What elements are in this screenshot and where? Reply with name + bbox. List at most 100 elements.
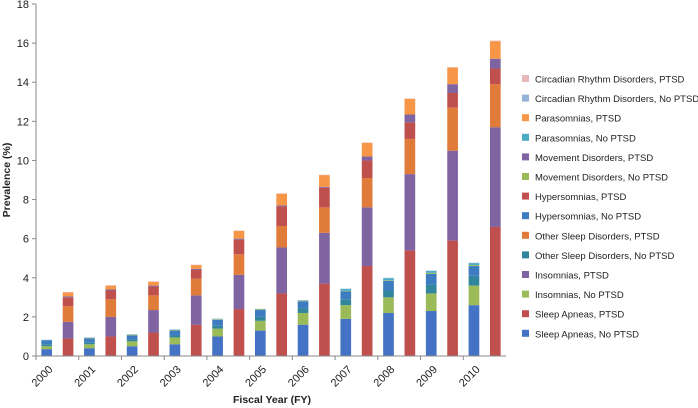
bar-segment	[190, 268, 202, 270]
bar-segment	[62, 292, 74, 297]
y-tick-label: 2	[23, 312, 29, 324]
bar-segment	[404, 138, 416, 175]
y-tick-label: 8	[23, 195, 29, 207]
legend-swatch	[522, 114, 529, 122]
bar-segment	[84, 348, 95, 356]
legend-label: Parasomnias, PTSD	[535, 114, 621, 125]
bar-segment	[425, 311, 437, 356]
bar-segment	[297, 312, 309, 325]
bar-segment	[254, 310, 266, 317]
bar-segment	[254, 309, 266, 311]
bar-segment	[126, 335, 138, 340]
y-tick-label: 18	[17, 0, 29, 11]
bar-segment	[276, 293, 288, 356]
bar-segment	[489, 41, 501, 59]
bar-segment	[489, 84, 501, 128]
legend-label: Movement Disorders, No PTSD	[535, 173, 668, 184]
bar-segment	[425, 272, 437, 274]
y-tick-label: 4	[23, 273, 29, 285]
bar-segment	[105, 285, 117, 290]
bar-segment	[190, 269, 202, 279]
bar-segment	[190, 295, 202, 325]
bar-segment	[169, 329, 181, 331]
bar-segment	[212, 319, 223, 320]
bar-segment	[361, 266, 373, 356]
bar-segment	[233, 239, 245, 255]
bar-segment	[383, 278, 394, 281]
bar-segment	[233, 238, 245, 240]
bar-segment	[447, 67, 458, 85]
bar-segment	[447, 84, 458, 93]
bar-segment	[148, 281, 159, 286]
bar-segment	[169, 344, 181, 356]
bar-segment	[41, 340, 53, 345]
x-tick-label: 2009	[414, 364, 440, 390]
bar-segment	[62, 306, 74, 322]
legend-label: Circadian Rhythm Disorders, PTSD	[535, 75, 685, 86]
x-tick-label: 2006	[286, 364, 312, 390]
bar-segment	[319, 232, 330, 284]
bar-segment	[340, 288, 352, 291]
bar-segment	[233, 230, 245, 239]
bar-segment	[148, 285, 159, 287]
x-tick-label: 2004	[201, 364, 227, 390]
bar-segment	[62, 296, 74, 298]
bar-segment	[425, 293, 437, 312]
bar-segment	[212, 336, 223, 356]
bar-segment	[383, 290, 394, 298]
bar-segment	[468, 305, 480, 356]
legend-swatch	[522, 310, 529, 318]
bar-segment	[361, 156, 373, 161]
bar-segment	[169, 337, 181, 345]
x-tick-label: 2008	[372, 364, 398, 390]
legend-swatch	[522, 329, 529, 337]
bar-segment	[489, 226, 501, 356]
bar-segment	[447, 240, 458, 356]
bar-segment	[361, 142, 373, 157]
legend-swatch	[522, 231, 529, 239]
bar-segment	[404, 250, 416, 356]
bar-segment	[254, 316, 266, 321]
bar-segment	[233, 254, 245, 275]
bar-segment	[468, 275, 480, 286]
bar-segment	[190, 278, 202, 296]
bar-segment	[126, 339, 138, 342]
bar-segment	[361, 160, 373, 179]
bar-segment	[126, 346, 138, 356]
x-tick-label: 2000	[30, 364, 56, 390]
bar-segment	[212, 325, 223, 329]
bar-segment	[84, 344, 95, 349]
y-tick-label: 12	[17, 116, 29, 128]
bar-segment	[105, 336, 117, 356]
bar-segment	[212, 319, 223, 326]
bar-segment	[404, 98, 416, 115]
bar-segment	[105, 290, 117, 300]
bar-segment	[297, 308, 309, 313]
bar-segment	[254, 330, 266, 356]
bar-segment	[404, 114, 416, 123]
bar-segment	[62, 338, 74, 356]
bar-segment	[489, 127, 501, 227]
bar-segment	[105, 289, 117, 291]
x-tick-label: 2005	[243, 364, 269, 390]
bar-segment	[340, 299, 352, 306]
legend-label: Hypersomnias, No PTSD	[535, 212, 641, 223]
bar-segment	[126, 334, 138, 336]
bar-segment	[319, 207, 330, 233]
bar-segment	[126, 341, 138, 347]
bar-segment	[425, 270, 437, 273]
bar-segment	[276, 205, 288, 207]
bar-segment	[105, 299, 117, 317]
legend-swatch	[522, 153, 529, 161]
bar-segment	[489, 68, 501, 85]
x-tick-label: 2007	[329, 364, 355, 390]
legend-label: Sleep Apneas, No PTSD	[535, 329, 639, 340]
x-tick-label: 2001	[72, 364, 98, 390]
bar-segment	[190, 324, 202, 356]
y-axis-title: Prevalence (%)	[1, 143, 13, 218]
bar-segment	[276, 247, 288, 294]
bar-segment	[276, 225, 288, 248]
y-tick-label: 14	[17, 77, 29, 89]
y-tick-label: 6	[23, 234, 29, 246]
